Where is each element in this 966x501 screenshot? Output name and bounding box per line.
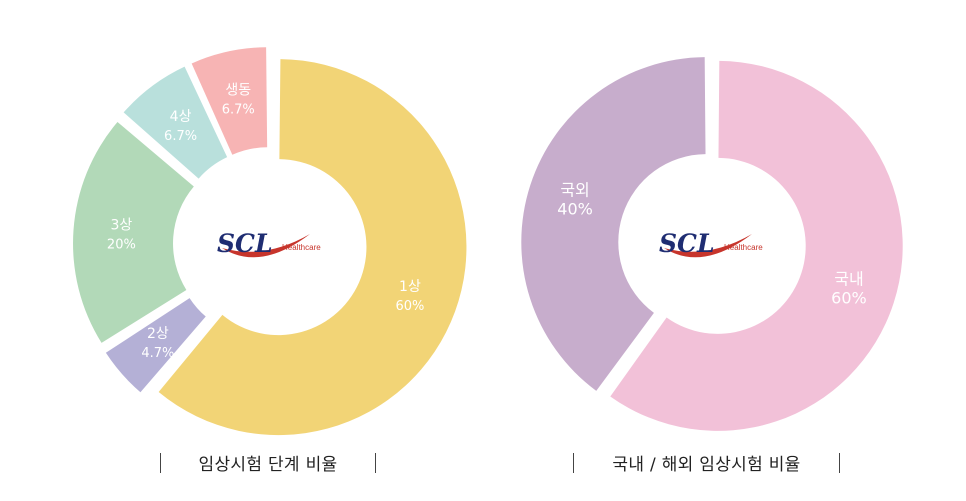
chart-1-slice-5-label: 생동	[225, 82, 251, 98]
chart-1: 1상 60% 2상 4.7% 3상 20% 4상 6.7% 생동 6.7% SCL Healthcar…	[73, 47, 467, 436]
chart-1-slice-4	[123, 66, 228, 179]
chart-1-slice-2-label: 2상	[147, 326, 169, 342]
logo-brand: SCL	[217, 229, 273, 258]
chart-2-slice-1	[610, 60, 903, 431]
chart-1-logo: SCL Healthcare	[217, 229, 321, 258]
caption-divider-left	[573, 452, 575, 473]
chart-1-slice-2-value: 4.7%	[141, 346, 174, 361]
chart-1-slice-1-value: 60%	[395, 299, 424, 314]
chart-1-title: 임상시험 단계 비율	[198, 455, 338, 475]
logo-subtitle: Healthcare	[724, 243, 763, 252]
chart-1-slice-3	[73, 121, 194, 343]
chart-2-caption: 국내 / 해외 임상시험 비율	[565, 450, 848, 475]
logo-subtitle: Healthcare	[282, 243, 321, 252]
caption-divider-right	[838, 452, 840, 473]
chart-1-slice-2	[105, 298, 206, 393]
chart-2-slice-2-label: 국외	[560, 181, 589, 200]
chart-2-title: 국내 / 해외 임상시험 비율	[612, 455, 801, 475]
chart-2-logo: SCL Healthcare	[659, 229, 763, 258]
chart-2-slice-1-value: 60%	[831, 288, 867, 307]
logo-brand: SCL	[659, 229, 715, 258]
chart-1-slice-3-value: 20%	[107, 237, 136, 252]
chart-1-slice-5	[191, 47, 268, 155]
chart-1-slice-4-label: 4상	[170, 109, 192, 125]
caption-divider-left	[159, 452, 161, 473]
chart-2-slice-2	[521, 57, 706, 391]
logo-swoosh-icon	[222, 234, 310, 258]
chart-2-slice-1-label: 국내	[834, 269, 863, 288]
chart-1-slice-5-value: 6.7%	[222, 102, 255, 117]
chart-1-slice-1	[158, 59, 467, 436]
chart-2-slice-2-value: 40%	[557, 200, 593, 219]
caption-divider-right	[375, 452, 377, 473]
chart-1-slice-4-value: 6.7%	[164, 129, 197, 144]
chart-1-slice-1-label: 1상	[399, 279, 421, 295]
chart-1-slice-3-label: 3상	[110, 217, 132, 233]
logo-swoosh-icon	[664, 234, 752, 258]
chart-1-caption: 임상시험 단계 비율	[150, 450, 386, 475]
